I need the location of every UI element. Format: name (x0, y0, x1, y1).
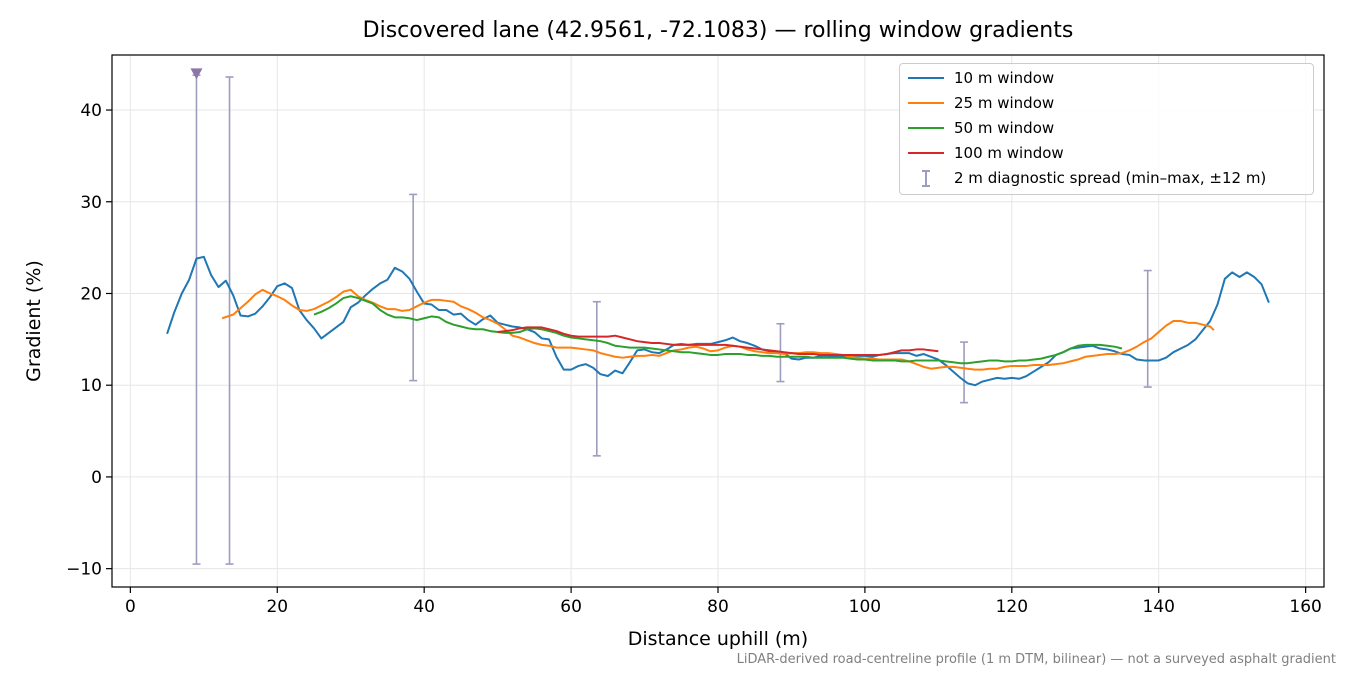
y-tick-label: 40 (80, 101, 102, 121)
x-tick-label: 80 (707, 597, 729, 617)
x-tick-label: 100 (849, 597, 881, 617)
legend-item-50m: 50 m window (908, 118, 1054, 138)
y-axis-ticks: −10 0 10 20 30 40 (66, 101, 112, 580)
y-axis-label: Gradient (%) (23, 260, 45, 382)
legend-label-diagnostic-spread: 2 m diagnostic spread (min–max, ±12 m) (954, 169, 1267, 187)
x-tick-label: 20 (266, 597, 288, 617)
legend-label-25m: 25 m window (954, 94, 1055, 112)
legend-swatch-errorbar (908, 168, 944, 188)
legend-swatch-10m (908, 68, 944, 88)
legend-swatch-25m (908, 93, 944, 113)
y-tick-label: 20 (80, 284, 102, 304)
y-tick-label: 10 (80, 376, 102, 396)
legend-label-10m: 10 m window (954, 69, 1055, 87)
plot-frame (111, 54, 1325, 588)
legend-label-50m: 50 m window (954, 119, 1055, 137)
legend-swatch-50m (908, 118, 944, 138)
x-tick-label: 140 (1143, 597, 1175, 617)
x-tick-label: 120 (996, 597, 1028, 617)
series-line-3 (497, 326, 939, 356)
x-tick-label: 0 (125, 597, 136, 617)
chart-footnote: LiDAR-derived road-centreline profile (1… (736, 652, 1336, 667)
y-tick-label: −10 (66, 560, 102, 580)
y-tick-label: 30 (80, 193, 102, 213)
clip-marker-icon (190, 68, 203, 80)
chart-title: Discovered lane (42.9561, -72.1083) — ro… (362, 18, 1074, 43)
x-axis-ticks: 0 20 40 60 80 100 120 140 160 (125, 587, 1322, 617)
series-line-2 (313, 295, 1123, 365)
legend: 10 m window 25 m window 50 m window 100 … (899, 63, 1314, 195)
x-tick-label: 160 (1289, 597, 1321, 617)
legend-item-diagnostic-spread: 2 m diagnostic spread (min–max, ±12 m) (908, 168, 1266, 188)
diagnostic-spread-bars (192, 74, 1152, 565)
series-lines (166, 255, 1270, 387)
legend-item-25m: 25 m window (908, 93, 1054, 113)
series-line-1 (221, 288, 1215, 371)
legend-item-100m: 100 m window (908, 143, 1064, 163)
clip-markers (190, 68, 203, 80)
x-tick-label: 40 (413, 597, 435, 617)
legend-item-10m: 10 m window (908, 68, 1054, 88)
x-axis-label: Distance uphill (m) (627, 628, 809, 650)
legend-label-100m: 100 m window (954, 144, 1064, 162)
legend-swatch-100m (908, 143, 944, 163)
grid (112, 55, 1324, 587)
series-line-0 (166, 255, 1270, 387)
x-tick-label: 60 (560, 597, 582, 617)
y-tick-label: 0 (91, 468, 102, 488)
